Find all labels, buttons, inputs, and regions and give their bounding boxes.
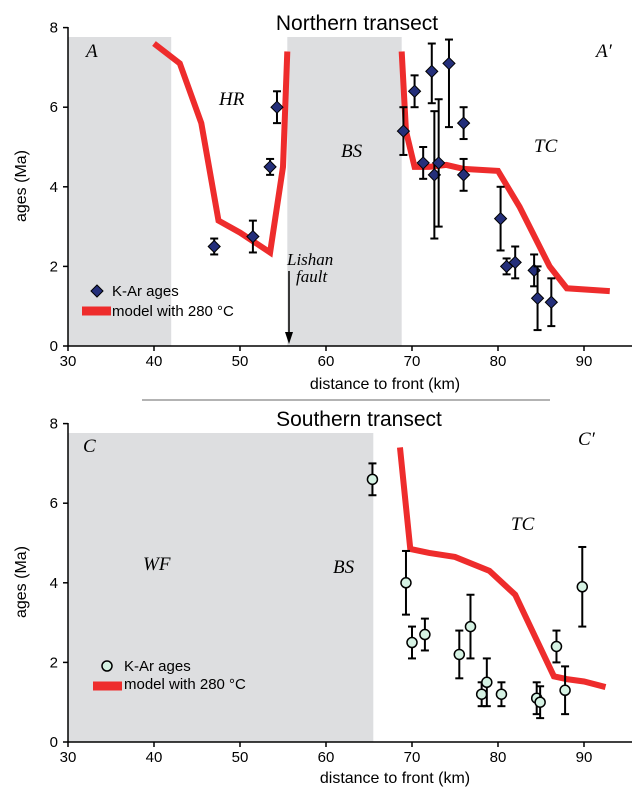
y-axis-label: ages (Ma)	[13, 546, 30, 618]
model-line-segment	[152, 41, 291, 258]
data-point-circle	[534, 696, 546, 708]
region-label-bs: BS	[333, 557, 355, 578]
data-point-circle	[464, 620, 477, 633]
data-point-diamond	[508, 255, 522, 270]
data-point-diamond	[425, 64, 439, 79]
legend: K-Ar ages model with 280 °C	[82, 283, 234, 320]
y-ticks: 0 2 4 6 8	[50, 416, 68, 751]
data-point-circle	[453, 648, 466, 661]
data-point-diamond	[530, 291, 545, 305]
y-tick-label: 2	[50, 258, 58, 275]
model-line	[396, 447, 607, 690]
model-line-segment	[396, 447, 607, 690]
northern-transect-panel: 30 40 50 60 70 80 90 0 2 4 6 8 Northern transect d…	[13, 12, 632, 393]
x-ticks: 30 40 50 60 70 80 90	[60, 742, 593, 766]
data-point-circle	[481, 676, 493, 689]
data-point-circle	[419, 628, 431, 641]
x-tick-label: 60	[318, 353, 335, 370]
x-tick-label: 40	[146, 353, 163, 370]
data-point-diamond	[407, 84, 422, 98]
data-point-circle	[475, 688, 488, 700]
region-label-bs: BS	[341, 141, 363, 162]
data-point-circle	[576, 581, 589, 593]
x-tick-label: 40	[146, 749, 163, 766]
data-point-diamond	[456, 116, 471, 130]
region-label-c: C	[83, 436, 96, 457]
x-tick-label: 30	[60, 353, 77, 370]
y-tick-label: 2	[50, 654, 58, 671]
shaded-region	[68, 433, 374, 742]
x-tick-label: 80	[490, 353, 507, 370]
y-axis-label: ages (Ma)	[13, 150, 30, 222]
x-tick-label: 80	[490, 749, 507, 766]
data-point-circle	[550, 640, 563, 653]
data-point-circle	[559, 684, 571, 697]
y-tick-label: 8	[50, 416, 58, 433]
y-tick-label: 6	[50, 495, 58, 512]
data-point-circle	[495, 688, 508, 700]
data-point-diamond	[442, 56, 456, 71]
data-point-diamond	[493, 211, 508, 226]
region-label-tc: TC	[534, 136, 558, 157]
x-tick-label: 70	[404, 353, 421, 370]
y-tick-label: 0	[50, 338, 58, 355]
southern-transect-panel: 30 40 50 60 70 80 90 0 2 4 6 8 Southern transect d…	[13, 408, 632, 787]
legend-points-label: K-Ar ages	[112, 283, 179, 300]
shaded-region	[287, 37, 402, 346]
data-points	[366, 462, 589, 720]
x-tick-label: 50	[232, 749, 249, 766]
region-label-tc: TC	[511, 514, 535, 535]
fault-label-line1: Lishan	[286, 250, 333, 269]
region-label-a: A	[84, 41, 98, 62]
legend: K-Ar ages model with 280 °C	[93, 658, 246, 693]
data-point-circle	[406, 636, 418, 649]
x-tick-label: 70	[404, 749, 421, 766]
data-point-diamond	[396, 124, 411, 138]
region-label-hr: HR	[218, 89, 245, 110]
x-axis-label: distance to front (km)	[310, 376, 460, 393]
y-ticks: 0 2 4 6 8	[50, 20, 68, 355]
data-point-diamond	[431, 156, 446, 170]
fault-label-line2: fault	[296, 267, 328, 286]
y-tick-label: 8	[50, 20, 58, 37]
data-point-diamond	[246, 229, 260, 244]
data-point-diamond	[416, 156, 430, 170]
data-points	[207, 38, 559, 332]
x-tick-label: 90	[576, 749, 593, 766]
y-tick-label: 0	[50, 734, 58, 751]
y-tick-label: 4	[50, 575, 58, 592]
legend-diamond-marker	[90, 284, 104, 298]
x-axis-label: distance to front (km)	[320, 770, 470, 787]
region-label-wf: WF	[143, 554, 171, 575]
region-label-c-prime: C′	[578, 429, 596, 450]
shaded-region	[68, 37, 172, 346]
fault-arrow	[285, 271, 293, 344]
chart-title: Southern transect	[276, 408, 442, 431]
legend-model-label: model with 280 °C	[112, 303, 234, 320]
x-tick-label: 30	[60, 749, 77, 766]
x-ticks: 30 40 50 60 70 80 90	[60, 346, 593, 370]
x-tick-label: 90	[576, 353, 593, 370]
y-tick-label: 4	[50, 179, 58, 196]
data-point-diamond	[263, 160, 277, 174]
legend-model-label: model with 280 °C	[124, 676, 246, 693]
shaded-regions	[68, 433, 374, 742]
y-tick-label: 6	[50, 99, 58, 116]
legend-circle-marker	[101, 660, 113, 672]
x-tick-label: 60	[318, 749, 335, 766]
data-point-diamond	[544, 295, 559, 309]
chart-title: Northern transect	[276, 12, 438, 35]
region-label-a-prime: A′	[594, 41, 613, 62]
data-point-circle	[366, 473, 379, 486]
data-point-diamond	[207, 239, 221, 254]
x-tick-label: 50	[232, 353, 249, 370]
data-point-diamond	[270, 100, 284, 114]
data-point-circle	[400, 577, 412, 589]
legend-points-label: K-Ar ages	[124, 658, 191, 675]
shaded-regions	[68, 37, 402, 346]
data-point-diamond	[456, 168, 471, 182]
